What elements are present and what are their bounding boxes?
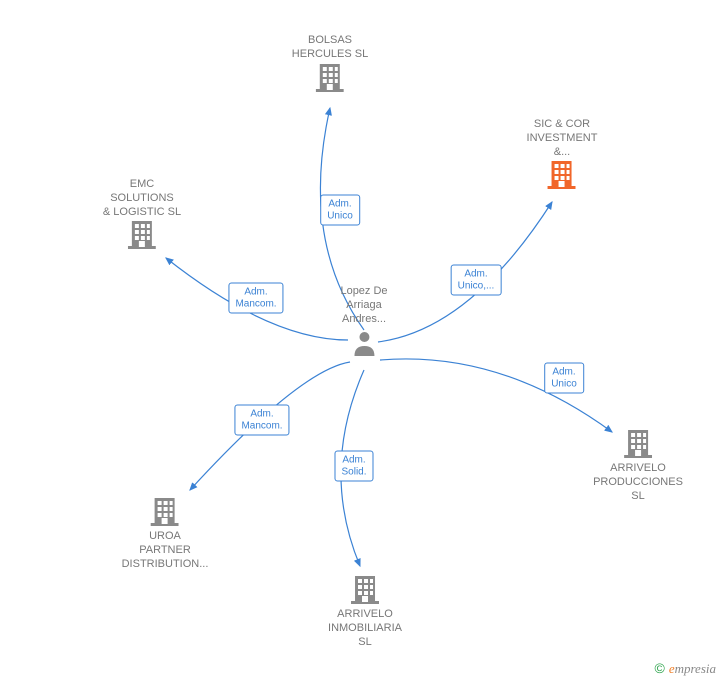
diagram-canvas: Lopez De Arriaga Andres... BOLSAS HERCUL… xyxy=(0,0,728,685)
company-node[interactable]: UROA PARTNER DISTRIBUTION... xyxy=(122,496,209,571)
edge-label: Adm. Unico xyxy=(320,195,360,226)
copyright-symbol: © xyxy=(654,660,664,676)
company-label: BOLSAS HERCULES SL xyxy=(292,34,368,62)
company-node[interactable]: ARRIVELO INMOBILIARIA SL xyxy=(328,574,402,649)
building-icon xyxy=(624,428,652,458)
building-icon xyxy=(351,574,379,604)
company-node[interactable]: EMC SOLUTIONS & LOGISTIC SL xyxy=(103,178,181,253)
edge-label: Adm. Mancom. xyxy=(234,405,289,436)
building-icon xyxy=(128,219,156,249)
center-person-label: Lopez De Arriaga Andres... xyxy=(340,285,387,356)
company-label: SIC & COR INVESTMENT &... xyxy=(527,118,598,159)
company-label: UROA PARTNER DISTRIBUTION... xyxy=(122,530,209,571)
building-icon xyxy=(548,159,576,189)
edge-label: Adm. Unico,... xyxy=(451,265,502,296)
company-label: EMC SOLUTIONS & LOGISTIC SL xyxy=(103,178,181,219)
watermark: ©empresia xyxy=(654,660,716,677)
company-label: ARRIVELO INMOBILIARIA SL xyxy=(328,608,402,649)
company-node[interactable]: BOLSAS HERCULES SL xyxy=(292,34,368,96)
watermark-rest: mpresia xyxy=(675,661,716,676)
company-label: ARRIVELO PRODUCCIONES SL xyxy=(593,462,683,503)
company-node[interactable]: SIC & COR INVESTMENT &... xyxy=(527,118,598,193)
building-icon xyxy=(151,496,179,526)
edge-label: Adm. Mancom. xyxy=(228,283,283,314)
edge-label: Adm. Solid. xyxy=(334,451,373,482)
building-icon xyxy=(316,62,344,92)
person-icon xyxy=(352,330,376,356)
center-person-text: Lopez De Arriaga Andres... xyxy=(340,285,387,325)
edge-label: Adm. Unico xyxy=(544,363,584,394)
company-node[interactable]: ARRIVELO PRODUCCIONES SL xyxy=(593,428,683,503)
